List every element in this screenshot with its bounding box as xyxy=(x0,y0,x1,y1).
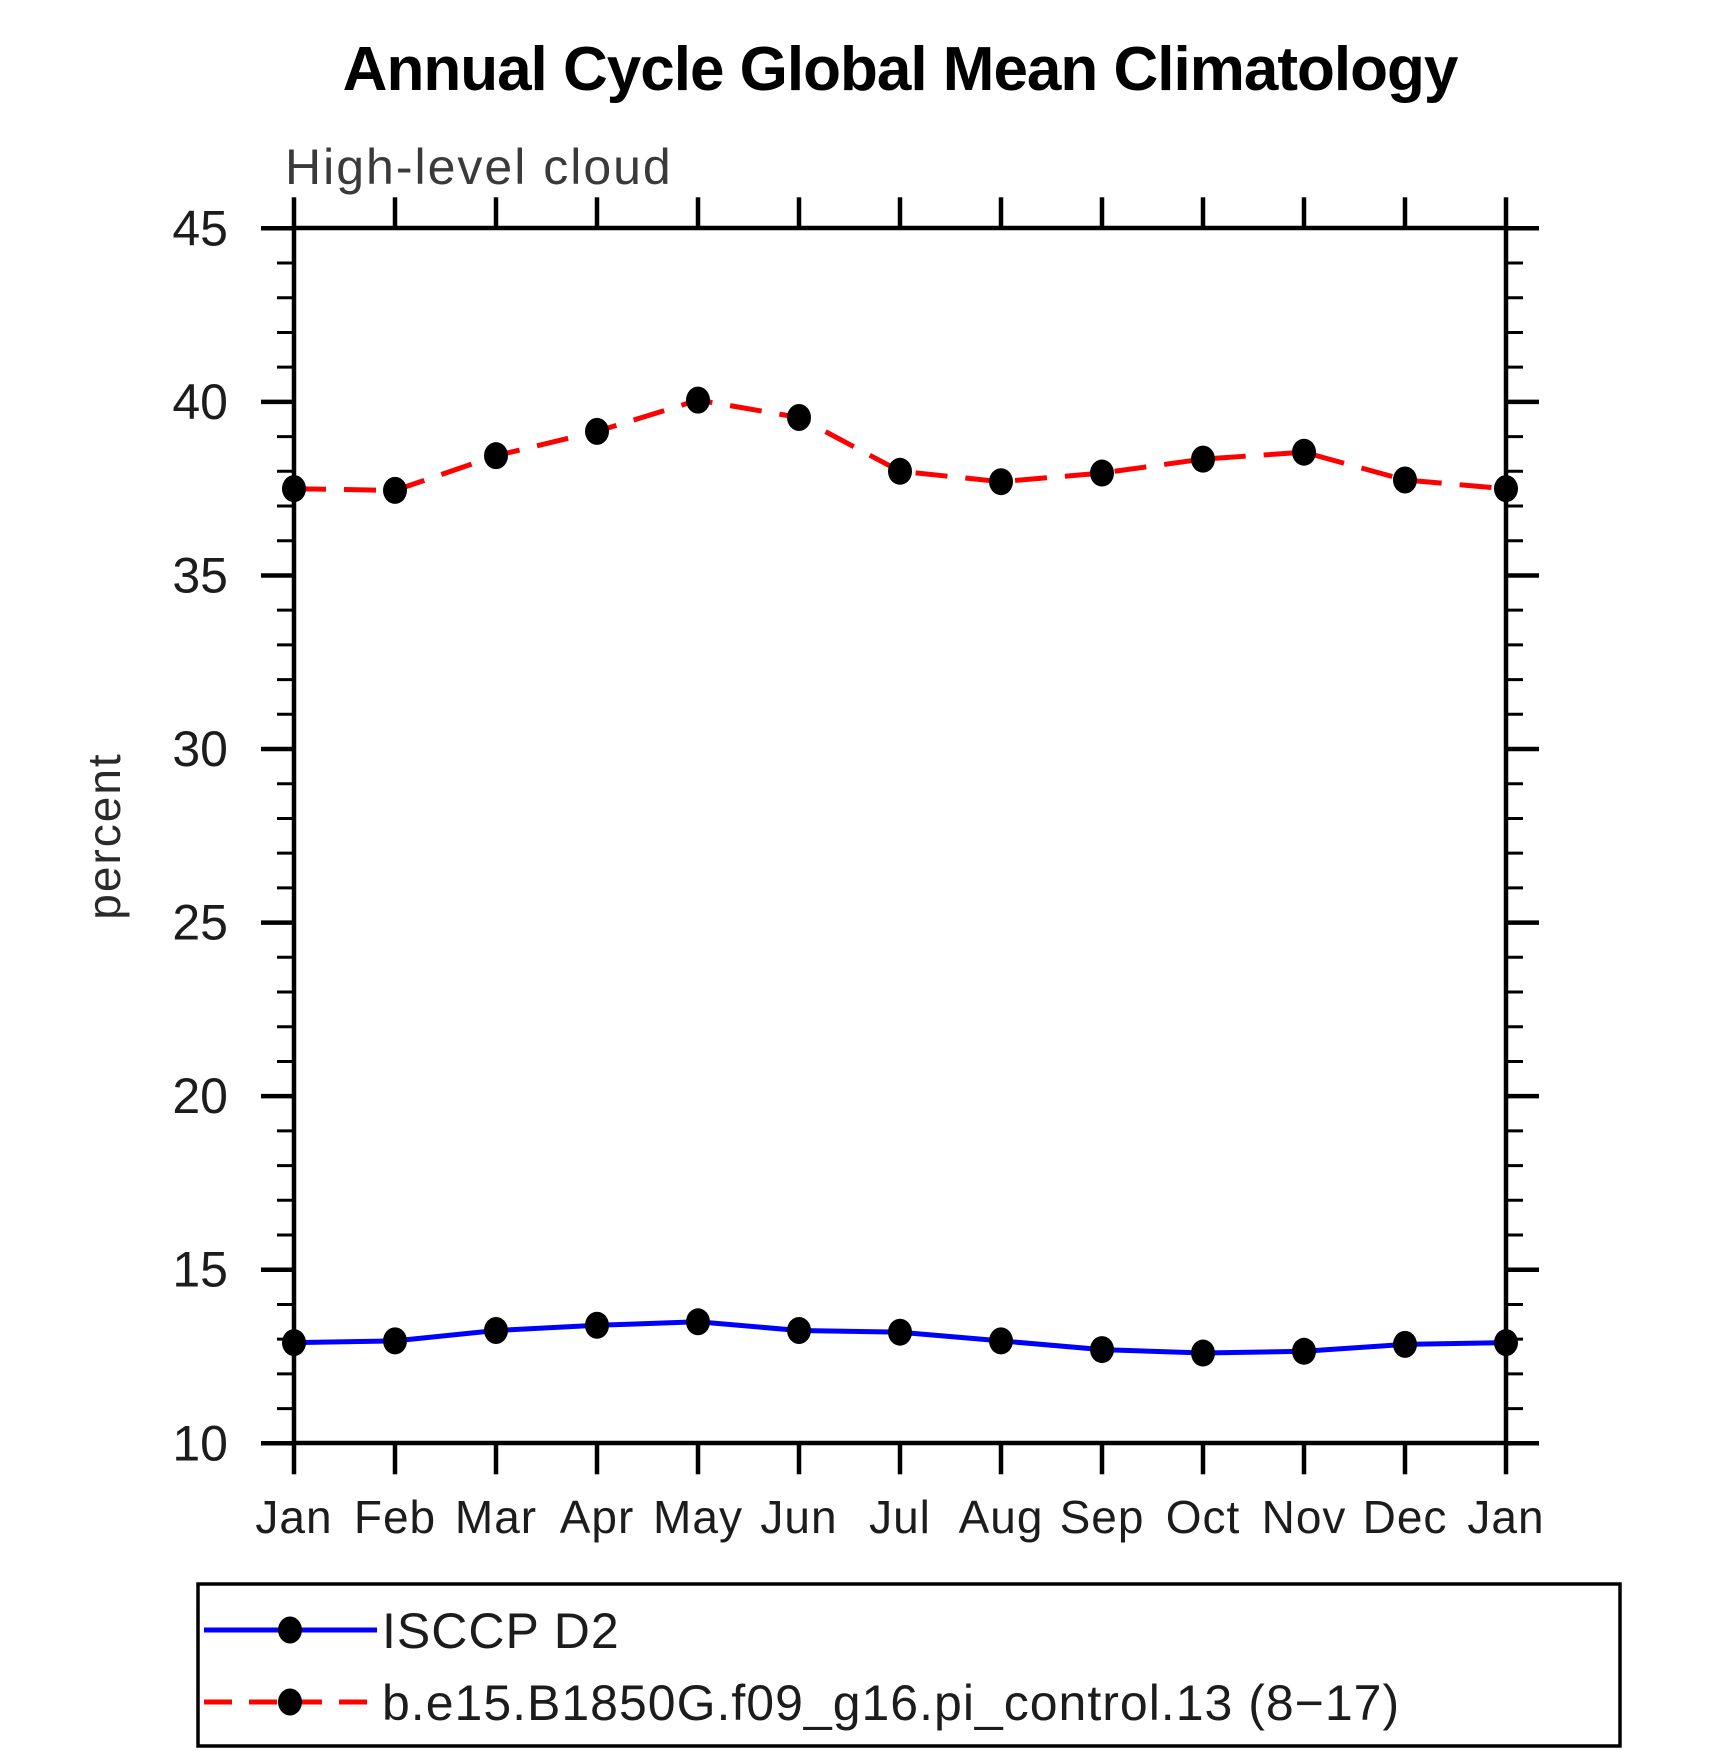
legend-marker-dot xyxy=(278,1688,302,1716)
x-tick-label: Aug xyxy=(959,1491,1044,1543)
x-tick-label: Oct xyxy=(1166,1491,1241,1543)
data-point xyxy=(1393,1330,1417,1358)
data-point xyxy=(1191,1339,1215,1367)
chart-subtitle: High-level cloud xyxy=(285,139,673,195)
data-point xyxy=(1393,466,1417,494)
legend-box xyxy=(196,1582,1622,1748)
data-point xyxy=(282,1329,306,1357)
data-point xyxy=(686,1308,710,1336)
data-point xyxy=(989,1327,1013,1355)
data-point xyxy=(888,457,912,485)
x-tick-label: Dec xyxy=(1363,1491,1448,1543)
y-tick-label: 45 xyxy=(172,200,228,256)
data-point xyxy=(787,403,811,431)
x-tick-label: Mar xyxy=(455,1491,537,1543)
data-point xyxy=(1292,438,1316,466)
data-point xyxy=(484,1316,508,1344)
x-tick-label: Apr xyxy=(560,1491,635,1543)
x-tick-label: Jan xyxy=(255,1491,332,1543)
x-tick-label: Feb xyxy=(354,1491,436,1543)
data-point xyxy=(585,1311,609,1339)
data-point xyxy=(1494,475,1518,503)
data-point xyxy=(1191,445,1215,473)
y-tick-label: 25 xyxy=(172,895,228,951)
data-point xyxy=(484,442,508,470)
series-lines xyxy=(293,397,1507,1356)
x-tick-label: Jul xyxy=(869,1491,931,1543)
y-tick-label: 15 xyxy=(172,1242,228,1298)
series-markers xyxy=(282,386,1518,1367)
data-point xyxy=(1090,459,1114,487)
data-point xyxy=(1292,1337,1316,1365)
x-tick-label: Sep xyxy=(1060,1491,1145,1543)
x-tick-label: May xyxy=(653,1491,743,1543)
data-point xyxy=(1090,1336,1114,1364)
x-tick-label: Nov xyxy=(1262,1491,1347,1543)
data-point xyxy=(888,1318,912,1346)
y-tick-label: 20 xyxy=(172,1068,228,1124)
plot-area: 10 15 20 25 30 35 40 45 Jan Feb Mar Apr May Jun Jul Au… xyxy=(172,197,1544,1543)
data-point xyxy=(989,468,1013,496)
chart-title: Annual Cycle Global Mean Climatology xyxy=(343,35,1459,104)
data-point xyxy=(787,1316,811,1344)
legend-marker-dot xyxy=(278,1616,302,1644)
y-tick-label: 40 xyxy=(172,374,228,430)
data-point xyxy=(1494,1329,1518,1357)
legend: ISCCP D2 b.e15.B1850G.f09_g16.pi_control… xyxy=(196,1582,1622,1748)
y-tick-label: 30 xyxy=(172,721,228,777)
legend-markers xyxy=(204,1616,377,1716)
y-tick-label: 10 xyxy=(172,1415,228,1471)
data-point xyxy=(686,386,710,414)
axis-ticks xyxy=(261,197,1539,1475)
y-axis-label: percent xyxy=(78,752,130,919)
y-tick-label: 35 xyxy=(172,547,228,603)
data-point xyxy=(585,417,609,445)
data-point xyxy=(282,475,306,503)
data-point xyxy=(383,1327,407,1355)
x-axis-tick-labels: Jan Feb Mar Apr May Jun Jul Aug Sep Oct Nov Dec Jan xyxy=(255,1491,1544,1543)
x-tick-label: Jun xyxy=(760,1491,837,1543)
plot-border xyxy=(291,225,1509,1446)
x-tick-label: Jan xyxy=(1467,1491,1544,1543)
data-point xyxy=(383,476,407,504)
legend-label-model-control: b.e15.B1850G.f09_g16.pi_control.13 (8−17… xyxy=(382,1675,1400,1731)
y-axis-tick-labels: 10 15 20 25 30 35 40 45 xyxy=(172,200,228,1471)
legend-label-isccp-d2: ISCCP D2 xyxy=(382,1603,620,1659)
